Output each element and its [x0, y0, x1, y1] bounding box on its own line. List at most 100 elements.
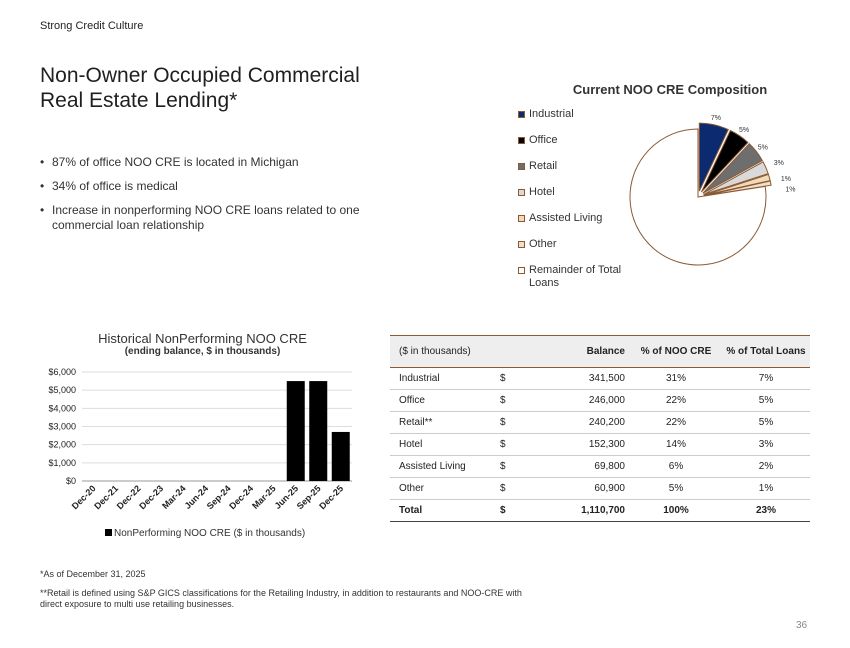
table-row: Other $60,900 5% 1% — [390, 477, 810, 500]
table-cell: 5% — [722, 389, 810, 412]
x-tick-label: Dec-24 — [227, 483, 255, 511]
table-cell: $ — [500, 389, 530, 412]
y-tick-label: $5,000 — [48, 385, 76, 395]
table-cell: 5% — [722, 411, 810, 434]
table-cell: 31% — [630, 367, 722, 390]
table-header-cell: Balance — [586, 346, 625, 357]
table-cell: Office — [390, 389, 500, 412]
x-tick-label: Dec-23 — [137, 483, 165, 511]
table-cell: 2% — [722, 455, 810, 478]
legend-label: Other — [529, 238, 557, 250]
bullet-list: 87% of office NOO CRE is located in Mich… — [40, 155, 390, 242]
table-cell: 246,000 — [530, 389, 630, 412]
table-cell: $ — [500, 477, 530, 500]
bullet-item: 34% of office is medical — [40, 179, 390, 194]
bar-chart-subtitle: (ending balance, $ in thousands) — [124, 346, 281, 357]
footnote-retail-definition: **Retail is defined using S&P GICS class… — [40, 588, 522, 609]
legend-swatch — [518, 163, 525, 170]
pie-data-label: 1% — [785, 187, 795, 194]
table-cell: Other — [390, 477, 500, 500]
table-header-row: ($ in thousands) Balance % of NOO CRE % … — [390, 335, 810, 368]
legend-swatch — [518, 137, 525, 144]
pie-legend-item: Hotel — [518, 186, 643, 199]
table-row: Hotel $152,300 14% 3% — [390, 433, 810, 456]
pie-legend-item: Industrial — [518, 108, 643, 121]
bar — [331, 431, 350, 481]
table-cell: 6% — [630, 455, 722, 478]
table-cell: 69,800 — [530, 455, 630, 478]
legend-swatch — [518, 215, 525, 222]
table-cell: $ — [500, 411, 530, 434]
table-cell: 22% — [630, 389, 722, 412]
pie-slice — [698, 122, 729, 192]
table-cell: $ — [500, 455, 530, 478]
bar-chart: $0 $1,000 $2,000 $3,000 $4,000 $5,000 $6,000 De… — [48, 367, 352, 511]
legend-label: Retail — [529, 160, 558, 172]
table-cell: 3% — [722, 433, 810, 456]
legend-swatch — [518, 241, 525, 248]
composition-table-wrap: ($ in thousands) Balance % of NOO CRE % … — [390, 335, 810, 522]
table-header-cell: % of NOO CRE — [640, 346, 712, 357]
table-row: Office $246,000 22% 5% — [390, 389, 810, 412]
table-cell: Total — [390, 499, 500, 522]
table-cell: 1% — [722, 477, 810, 500]
pie-legend: Industrial Office Retail Hotel Assisted … — [518, 108, 643, 303]
pie-data-label: 7% — [711, 115, 721, 122]
page-title-line2: Real Estate Lending* — [40, 89, 238, 112]
bullet-item: 87% of office NOO CRE is located in Mich… — [40, 155, 390, 170]
pie-legend-item: Assisted Living — [518, 212, 643, 225]
table-cell: 152,300 — [530, 433, 630, 456]
table-cell: 22% — [630, 411, 722, 434]
x-tick-label: Mar-24 — [160, 483, 188, 511]
table-row: Industrial $341,500 31% 7% — [390, 367, 810, 390]
legend-label: Hotel — [529, 186, 555, 198]
table-cell: 60,900 — [530, 477, 630, 500]
table-cell: 341,500 — [530, 367, 630, 390]
legend-label: Assisted Living — [529, 212, 603, 224]
y-tick-label: $0 — [66, 476, 76, 486]
x-tick-label: Dec-20 — [70, 483, 98, 511]
pie-slice — [703, 161, 769, 196]
pie-legend-item: Retail — [518, 160, 643, 173]
legend-label: NonPerforming NOO CRE ($ in thousands) — [114, 528, 306, 539]
bar — [309, 381, 328, 481]
legend-label: Remainder of Total Loans — [529, 264, 622, 289]
y-tick-label: $4,000 — [48, 403, 76, 413]
bar-chart-title: Historical NonPerforming NOO CRE — [98, 331, 307, 346]
footnote-as-of: *As of December 31, 2025 — [40, 569, 146, 579]
x-tick-label: Dec-22 — [115, 483, 143, 511]
y-tick-label: $6,000 — [48, 367, 76, 377]
y-tick-label: $3,000 — [48, 422, 76, 432]
pie-chart-title: Current NOO CRE Composition — [572, 82, 768, 97]
bullet-item: Increase in nonperforming NOO CRE loans … — [40, 203, 390, 233]
table-cell: 100% — [630, 499, 722, 522]
table-cell: 23% — [722, 499, 810, 522]
x-tick-label: Dec-21 — [92, 483, 120, 511]
x-tick-label: Dec-25 — [317, 483, 345, 511]
table-cell: Industrial — [390, 367, 500, 390]
table-cell: Hotel — [390, 433, 500, 456]
x-tick-label: Sep-25 — [295, 483, 323, 511]
pie-slice — [700, 129, 749, 193]
legend-swatch — [518, 189, 525, 196]
composition-table: ($ in thousands) Balance % of NOO CRE % … — [390, 335, 810, 522]
table-header-cell: ($ in thousands) — [399, 346, 471, 357]
table-cell: 14% — [630, 433, 722, 456]
legend-label: Industrial — [529, 108, 574, 120]
table-row: Retail** $240,200 22% 5% — [390, 411, 810, 434]
pie-legend-item: Office — [518, 134, 643, 147]
pie-chart: 7% 5% 5% 3% 1% 1% — [629, 115, 796, 266]
table-cell: Assisted Living — [390, 455, 500, 478]
table-cell: 1,110,700 — [530, 499, 630, 522]
pie-legend-item: Remainder of Total Loans — [518, 264, 633, 290]
page-number: 36 — [796, 620, 808, 631]
pie-slice — [703, 180, 772, 197]
bar-chart-legend: NonPerforming NOO CRE ($ in thousands) — [105, 528, 305, 539]
legend-swatch — [518, 111, 525, 118]
legend-label: Office — [529, 134, 558, 146]
table-cell: $ — [500, 499, 530, 522]
table-header-cell: % of Total Loans — [726, 346, 806, 357]
table-cell: 240,200 — [530, 411, 630, 434]
pie-data-label: 3% — [774, 160, 784, 167]
pie-slice — [629, 128, 767, 266]
